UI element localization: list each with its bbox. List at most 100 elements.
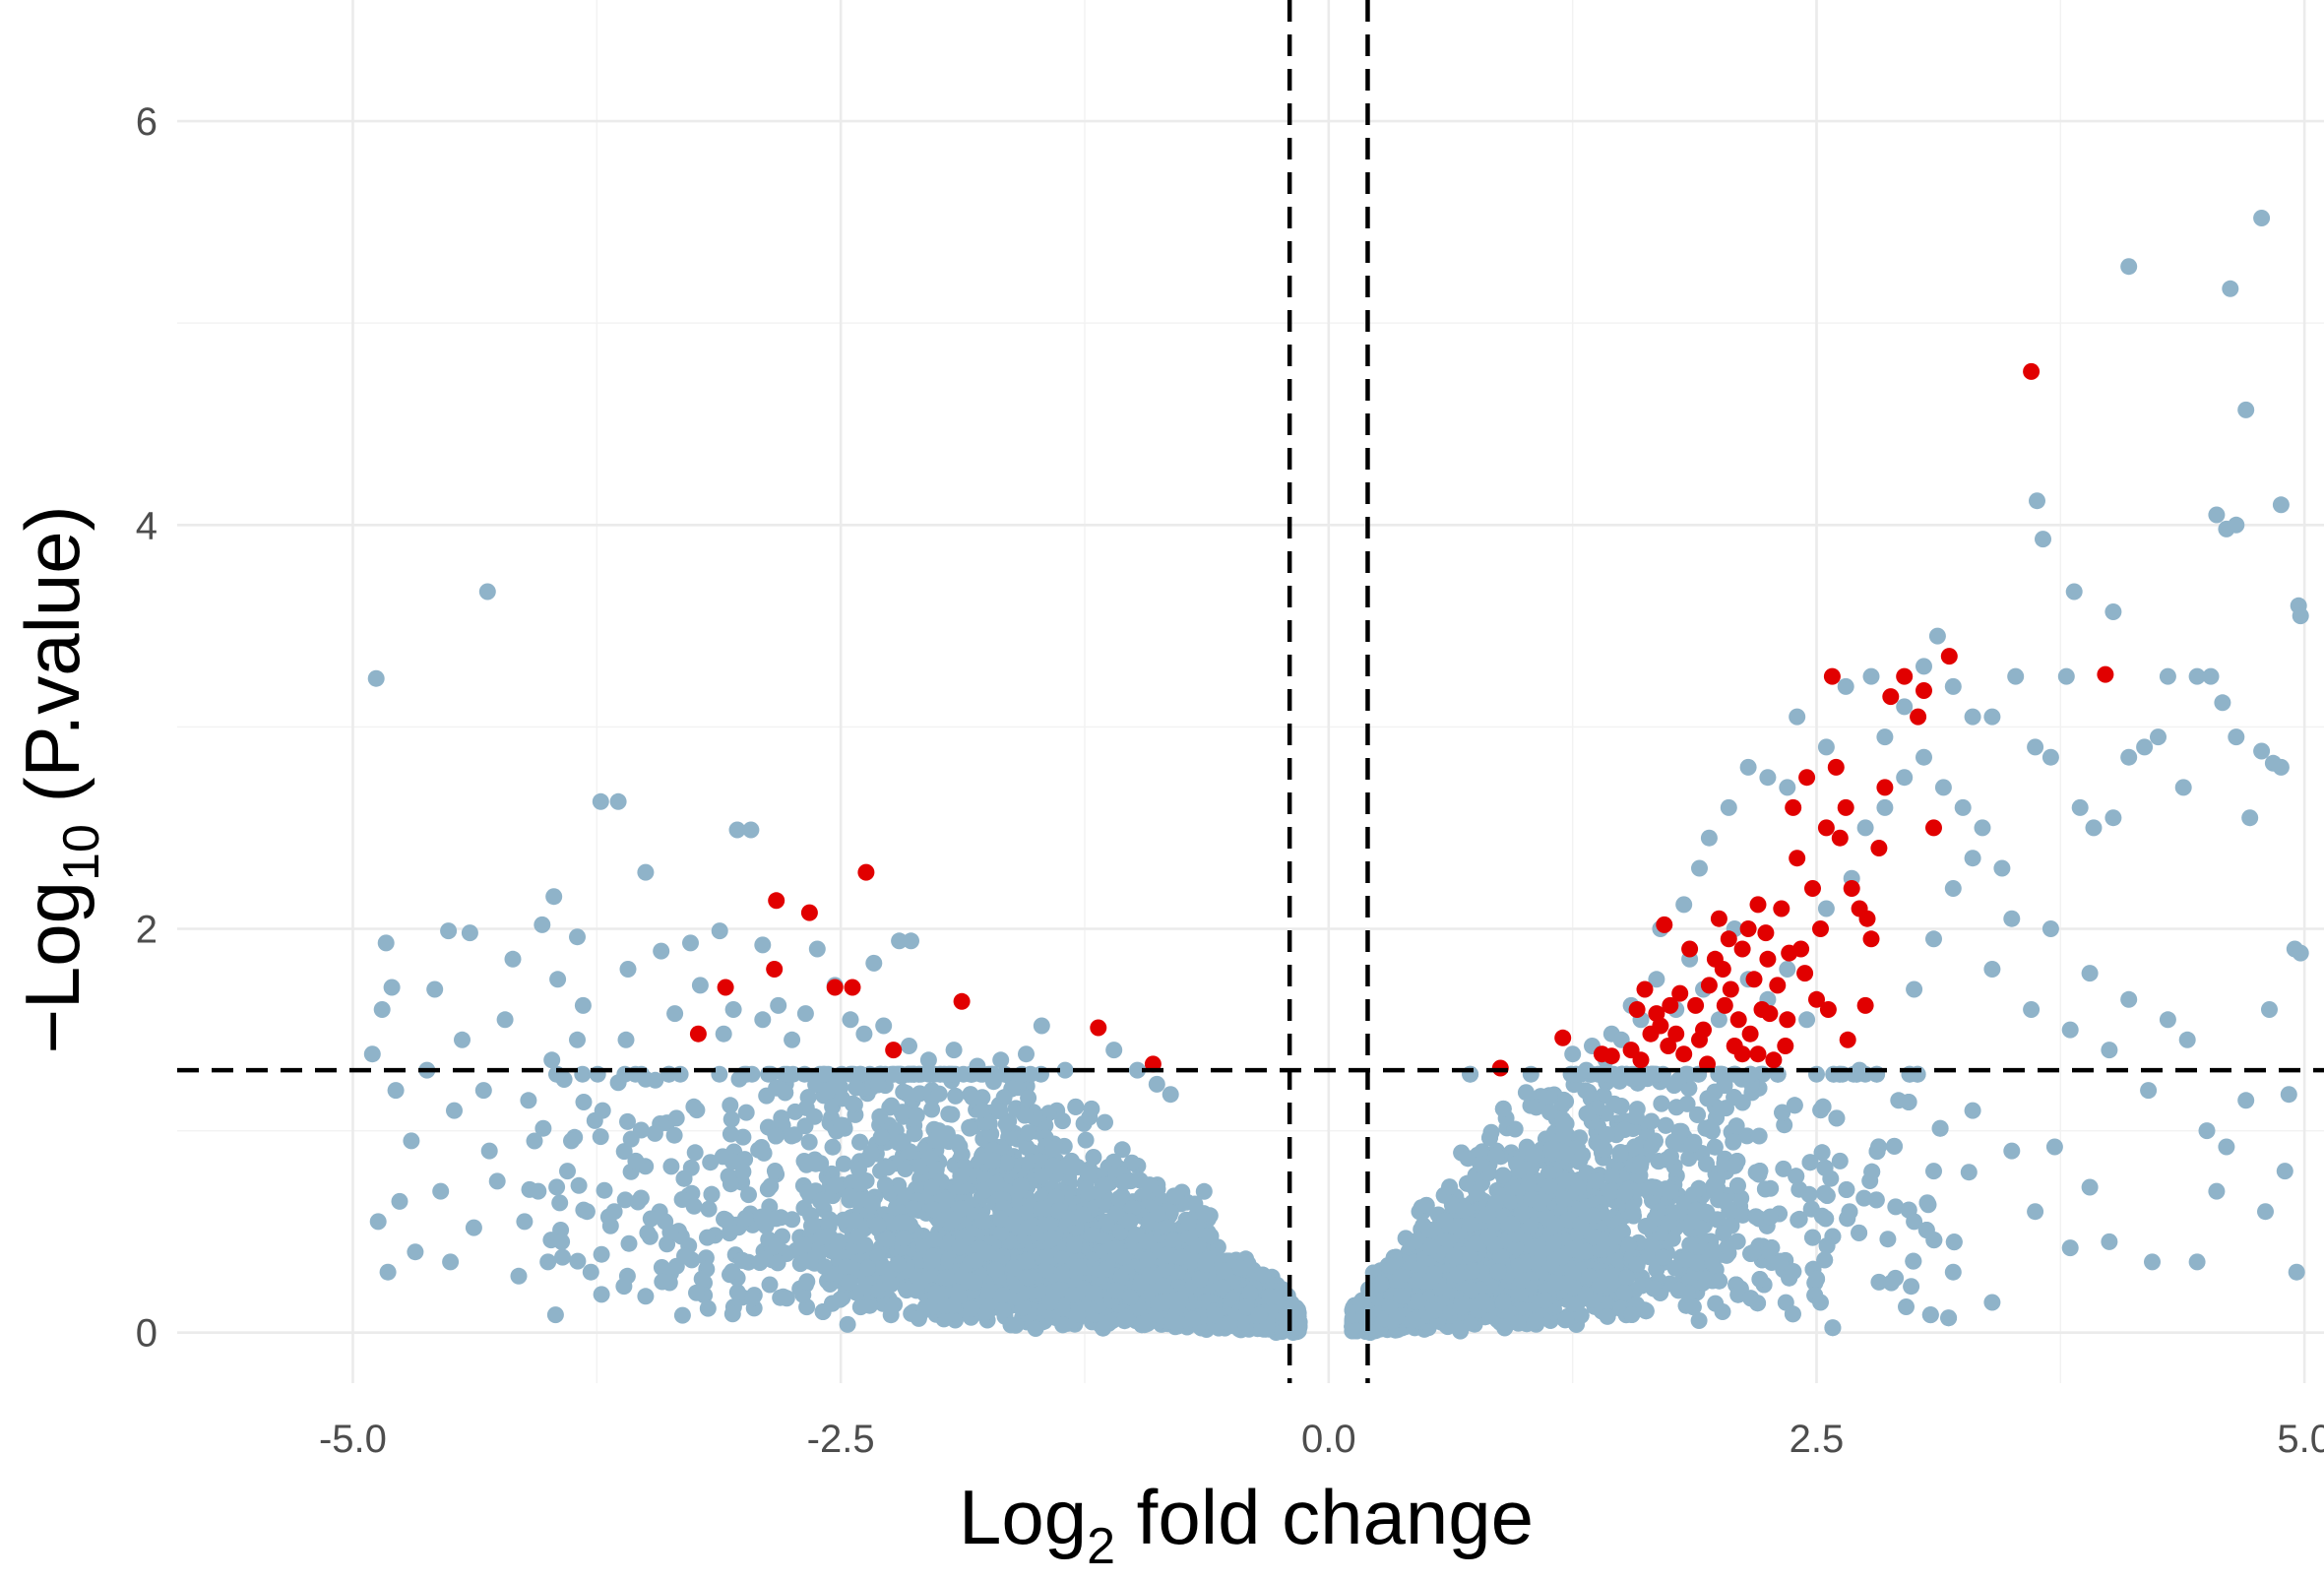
background-point [526,1132,543,1150]
background-point [816,1258,833,1276]
background-point [794,1286,812,1303]
background-point [873,1128,891,1146]
background-point [879,1159,897,1176]
background-point [875,1259,893,1277]
background-point [1086,1284,1103,1301]
background-point [778,1290,795,1307]
background-point [786,1103,804,1120]
background-point [574,1065,592,1083]
background-point [803,1217,821,1234]
background-point [978,1303,996,1320]
background-point [688,1284,705,1301]
background-point [889,1134,907,1152]
background-point [703,1185,721,1203]
background-point [994,1301,1012,1319]
background-point [1141,1176,1159,1194]
background-point [620,1234,638,1252]
background-point [751,1254,769,1271]
background-point [848,1228,866,1245]
background-point [897,1161,914,1177]
background-point [551,1194,569,1212]
background-point [740,1186,757,1204]
background-point [898,1085,915,1103]
background-point [654,1273,671,1291]
background-point [852,1191,870,1209]
background-point [839,1315,856,1333]
background-point [1099,1314,1117,1332]
background-point [662,1158,680,1175]
background-point [685,1197,703,1215]
background-point [963,1300,980,1317]
background-point [1069,1305,1087,1323]
background-point [826,1176,844,1194]
background-point [593,1245,610,1263]
background-point [1207,1306,1225,1324]
background-point [1261,1288,1279,1305]
background-point [744,1290,761,1307]
background-point [1098,1260,1115,1278]
background-point [908,1282,925,1299]
background-point [702,1154,720,1171]
background-point [1158,1246,1175,1264]
background-point [964,1089,981,1107]
background-point [1034,1168,1050,1185]
background-point [1020,1089,1037,1107]
background-point [737,1104,755,1121]
background-point [596,1181,613,1199]
background-point [830,1233,848,1250]
background-point [767,1127,785,1145]
background-point [923,1251,941,1269]
background-point [1097,1113,1113,1131]
background-point [878,1231,896,1248]
background-point [947,1087,965,1105]
background-point [930,1085,948,1103]
background-point [1191,1271,1209,1289]
background-point [769,1254,786,1272]
background-point [938,1269,956,1287]
background-point [632,1189,650,1207]
background-point [949,1134,966,1152]
background-point [1121,1289,1139,1306]
background-point [1132,1274,1150,1292]
background-point [1172,1248,1190,1266]
background-point [768,1237,785,1255]
background-point [924,1201,942,1219]
background-point [871,1107,889,1125]
background-point [1079,1166,1097,1183]
background-point [1115,1173,1132,1191]
background-point [1085,1149,1102,1166]
background-point [722,1125,739,1143]
background-point [1027,1320,1044,1337]
background-point [1106,1282,1124,1299]
background-point [1133,1316,1151,1334]
background-point [619,1112,636,1130]
background-point [593,1286,610,1303]
background-point [1180,1214,1197,1231]
background-point [1113,1141,1131,1159]
background-point [686,1144,704,1162]
background-point [851,1298,869,1316]
background-point [927,1284,945,1301]
background-point [673,1306,691,1324]
background-point [736,1210,754,1227]
background-point [994,1287,1012,1304]
background-point [791,1255,809,1273]
background-point [1123,1154,1141,1171]
background-point [534,1119,552,1137]
background-point [806,1107,823,1125]
background-point [925,1231,943,1248]
background-point [1066,1236,1083,1254]
background-point [1195,1205,1213,1223]
background-point [615,1143,633,1161]
background-point [1054,1316,1072,1334]
background-point [646,1124,663,1142]
background-point [824,1138,842,1156]
background-point [722,1097,739,1114]
background-point [1162,1312,1180,1330]
background-point [886,1296,904,1313]
background-point [1216,1262,1233,1280]
background-point [1016,1107,1034,1124]
background-point [759,1180,777,1198]
background-point [1250,1306,1268,1324]
